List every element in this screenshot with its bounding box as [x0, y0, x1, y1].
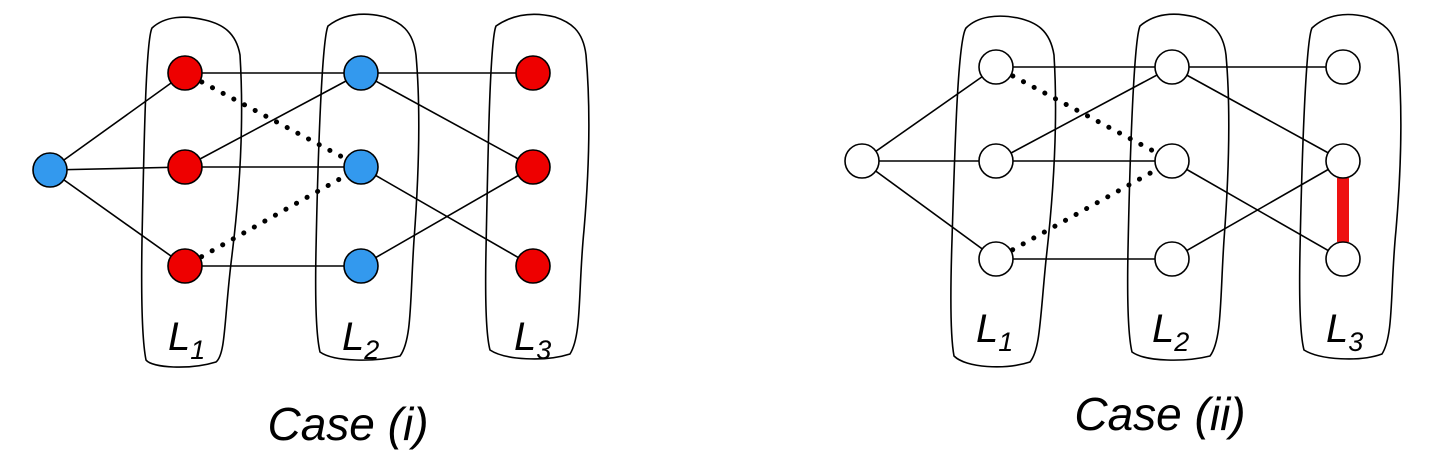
layer-subscript: 1 — [190, 335, 205, 365]
layer-subscript: 3 — [1348, 327, 1363, 357]
edge-b1-c2 — [360, 72, 534, 168]
node-b2 — [343, 149, 379, 185]
layer-label-l3: L3 — [1326, 307, 1363, 357]
layer-label-l3: L3 — [514, 315, 551, 365]
dotted-edge-a3-b2 — [199, 173, 347, 260]
node-b3 — [343, 248, 379, 284]
node-c3 — [1325, 241, 1361, 277]
node-c1 — [1325, 49, 1361, 85]
edges — [49, 72, 534, 267]
case-caption: Case (i) — [267, 398, 428, 450]
layer-letter: L — [976, 307, 998, 351]
node-a1 — [167, 55, 203, 91]
edge-b3-c2 — [360, 166, 534, 267]
nodes — [844, 49, 1361, 277]
edge-r-a1 — [861, 66, 997, 162]
node-b2 — [1154, 143, 1190, 179]
layer-subscript: 2 — [1173, 327, 1189, 357]
node-c1 — [515, 55, 551, 91]
panel-case-i: L1 L2 L3 Case (i) — [32, 13, 590, 450]
node-r — [32, 152, 68, 188]
dotted-edge-a1-b2 — [199, 79, 347, 161]
layer-label-l1: L1 — [168, 315, 205, 365]
layer-subscript: 1 — [998, 327, 1013, 357]
edge-a2-b1 — [184, 72, 362, 168]
node-a3 — [167, 248, 203, 284]
node-a2 — [978, 143, 1014, 179]
layer-region-l2 — [1126, 13, 1230, 361]
dotted-edge-a1-b2 — [1010, 73, 1158, 155]
edge-r-a2 — [49, 166, 186, 171]
node-b1 — [343, 55, 379, 91]
layer-label-l2: L2 — [342, 315, 379, 365]
node-c2 — [515, 149, 551, 185]
layer-letter: L — [342, 315, 364, 359]
edge-b1-c2 — [1171, 66, 1344, 162]
layer-region-l3 — [484, 13, 590, 360]
node-c2 — [1325, 143, 1361, 179]
panel-case-ii: L1 L2 L3 Case (ii) — [844, 13, 1402, 440]
layer-subscript: 2 — [363, 335, 379, 365]
layer-region-l3 — [1298, 13, 1402, 360]
node-c3 — [515, 248, 551, 284]
node-b3 — [1154, 241, 1190, 277]
layer-label-l1: L1 — [976, 307, 1013, 357]
layer-letter: L — [168, 315, 190, 359]
layer-letter: L — [1152, 307, 1174, 351]
dotted-edge-a3-b2 — [1010, 167, 1158, 253]
edge-r-a1 — [49, 72, 186, 171]
edges — [861, 66, 1344, 260]
edge-a2-b1 — [995, 66, 1173, 162]
nodes — [32, 55, 551, 284]
node-r — [844, 143, 880, 179]
case-caption: Case (ii) — [1074, 388, 1245, 440]
layer-subscript: 3 — [536, 335, 551, 365]
dotted-edges — [199, 79, 347, 260]
edge-b3-c2 — [1171, 160, 1344, 260]
node-a3 — [978, 241, 1014, 277]
layer-letter: L — [1326, 307, 1348, 351]
node-b1 — [1154, 49, 1190, 85]
edge-r-a3 — [49, 169, 186, 267]
layer-label-l2: L2 — [1152, 307, 1189, 357]
layer-region-l1 — [140, 16, 243, 368]
layer-letter: L — [514, 315, 536, 359]
edge-r-a3 — [861, 160, 997, 260]
node-a1 — [978, 49, 1014, 85]
layer-region-l2 — [314, 13, 420, 361]
node-a2 — [167, 149, 203, 185]
dotted-edges — [1010, 73, 1158, 253]
